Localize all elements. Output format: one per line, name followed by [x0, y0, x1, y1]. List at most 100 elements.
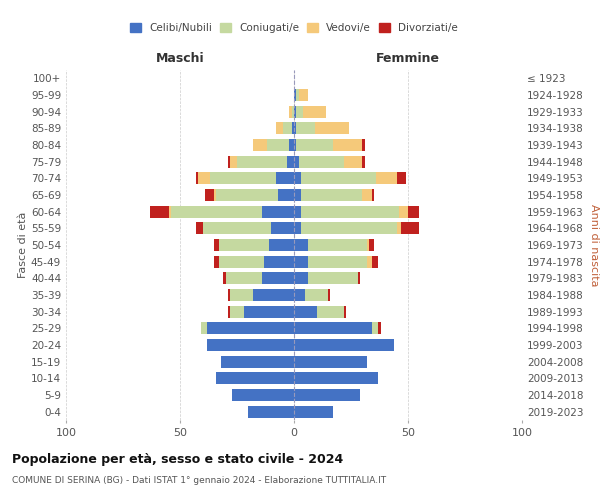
- Bar: [203, 222, 271, 234]
- Bar: [214, 189, 217, 201]
- Text: Femmine: Femmine: [376, 52, 440, 65]
- Bar: [292, 106, 294, 118]
- Y-axis label: Anni di nascita: Anni di nascita: [589, 204, 599, 286]
- Bar: [294, 122, 296, 134]
- Bar: [333, 139, 362, 151]
- Bar: [169, 206, 171, 218]
- Bar: [314, 122, 349, 134]
- Bar: [287, 156, 294, 168]
- Bar: [214, 256, 219, 268]
- Text: COMUNE DI SERINA (BG) - Dati ISTAT 1° gennaio 2024 - Elaborazione TUTTITALIA.IT: COMUNE DI SERINA (BG) - Dati ISTAT 1° ge…: [12, 476, 386, 485]
- Bar: [217, 372, 294, 384]
- Bar: [379, 322, 380, 334]
- Bar: [399, 206, 408, 218]
- Bar: [232, 389, 294, 401]
- Bar: [208, 339, 294, 351]
- Bar: [362, 139, 365, 151]
- Bar: [299, 156, 344, 168]
- Bar: [294, 256, 308, 268]
- Bar: [294, 389, 360, 401]
- Bar: [276, 122, 283, 134]
- Legend: Celibi/Nubili, Coniugati/e, Vedovi/e, Divorziati/e: Celibi/Nubili, Coniugati/e, Vedovi/e, Di…: [126, 19, 462, 38]
- Bar: [371, 256, 379, 268]
- Bar: [292, 122, 294, 134]
- Bar: [371, 189, 374, 201]
- Bar: [408, 206, 419, 218]
- Bar: [328, 289, 331, 301]
- Bar: [397, 172, 406, 184]
- Bar: [230, 306, 244, 318]
- Bar: [362, 156, 365, 168]
- Bar: [294, 206, 301, 218]
- Bar: [317, 306, 344, 318]
- Bar: [305, 289, 328, 301]
- Bar: [344, 306, 346, 318]
- Bar: [219, 239, 269, 251]
- Bar: [237, 156, 287, 168]
- Bar: [301, 189, 362, 201]
- Bar: [376, 172, 397, 184]
- Bar: [294, 239, 308, 251]
- Bar: [296, 89, 299, 101]
- Bar: [397, 222, 401, 234]
- Bar: [228, 156, 230, 168]
- Bar: [214, 239, 219, 251]
- Bar: [283, 122, 292, 134]
- Bar: [294, 406, 333, 417]
- Bar: [301, 172, 376, 184]
- Bar: [294, 189, 301, 201]
- Bar: [294, 222, 301, 234]
- Bar: [294, 322, 371, 334]
- Bar: [362, 189, 371, 201]
- Bar: [294, 289, 305, 301]
- Bar: [217, 189, 278, 201]
- Bar: [248, 406, 294, 417]
- Bar: [198, 172, 209, 184]
- Bar: [294, 156, 299, 168]
- Bar: [301, 206, 399, 218]
- Bar: [269, 239, 294, 251]
- Bar: [358, 272, 360, 284]
- Bar: [289, 106, 292, 118]
- Bar: [200, 322, 208, 334]
- Bar: [294, 172, 301, 184]
- Bar: [367, 256, 371, 268]
- Bar: [371, 322, 379, 334]
- Bar: [278, 189, 294, 201]
- Bar: [294, 339, 394, 351]
- Text: Popolazione per età, sesso e stato civile - 2024: Popolazione per età, sesso e stato civil…: [12, 452, 343, 466]
- Bar: [303, 106, 326, 118]
- Bar: [253, 139, 266, 151]
- Bar: [228, 306, 230, 318]
- Bar: [221, 356, 294, 368]
- Bar: [308, 239, 367, 251]
- Bar: [294, 89, 296, 101]
- Bar: [230, 156, 237, 168]
- Bar: [205, 189, 214, 201]
- Bar: [296, 139, 333, 151]
- Bar: [289, 139, 294, 151]
- Bar: [294, 306, 317, 318]
- Bar: [367, 239, 369, 251]
- Bar: [230, 289, 253, 301]
- Bar: [151, 206, 169, 218]
- Bar: [296, 122, 314, 134]
- Bar: [219, 256, 265, 268]
- Text: Maschi: Maschi: [155, 52, 205, 65]
- Bar: [253, 289, 294, 301]
- Bar: [296, 106, 303, 118]
- Bar: [344, 156, 362, 168]
- Bar: [301, 222, 397, 234]
- Bar: [294, 372, 379, 384]
- Bar: [276, 172, 294, 184]
- Bar: [308, 256, 367, 268]
- Bar: [171, 206, 262, 218]
- Bar: [196, 222, 203, 234]
- Bar: [209, 172, 276, 184]
- Bar: [294, 356, 367, 368]
- Bar: [271, 222, 294, 234]
- Bar: [262, 206, 294, 218]
- Y-axis label: Fasce di età: Fasce di età: [18, 212, 28, 278]
- Bar: [266, 139, 289, 151]
- Bar: [226, 272, 262, 284]
